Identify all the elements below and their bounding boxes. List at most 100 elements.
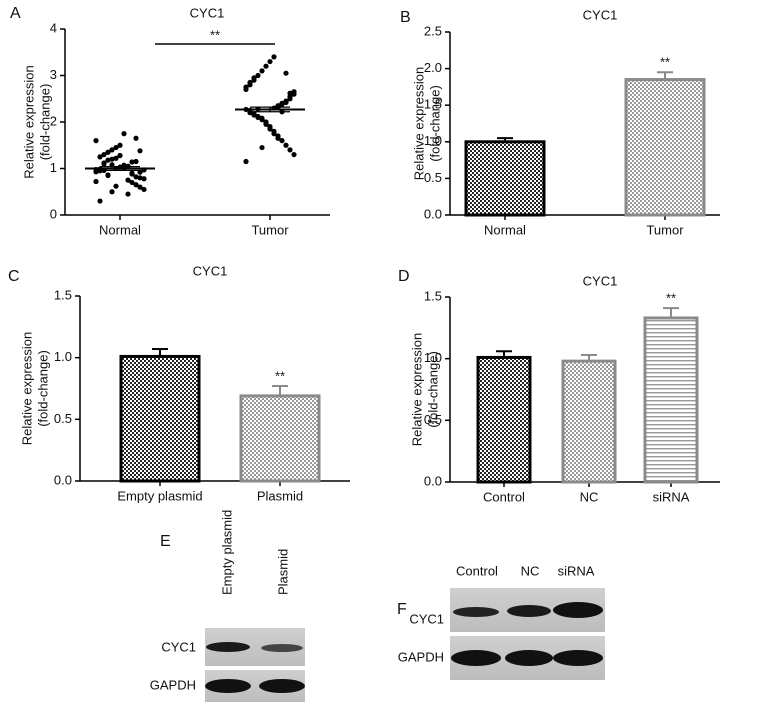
x-tick-label: Plasmid <box>257 488 303 503</box>
point <box>283 142 289 148</box>
point <box>117 152 123 159</box>
point <box>251 75 257 81</box>
chart-title: CYC1 <box>193 263 228 278</box>
y-tick-label: 1.5 <box>424 288 442 303</box>
chart-title: CYC1 <box>190 5 225 20</box>
x-tick-label: siRNA <box>653 489 690 504</box>
y-tick-label: 1.0 <box>424 133 442 148</box>
point <box>133 135 139 141</box>
row-label: GAPDH <box>150 677 196 692</box>
point <box>93 138 99 144</box>
bar <box>476 355 532 484</box>
point <box>137 184 143 190</box>
panel-label: B <box>400 9 411 26</box>
blot <box>450 588 605 680</box>
point <box>137 148 143 154</box>
lane-label: Empty plasmid <box>219 510 234 595</box>
point <box>267 58 273 65</box>
point <box>97 154 103 160</box>
point <box>109 156 115 162</box>
point <box>129 179 135 186</box>
point <box>287 90 293 96</box>
panel-label: E <box>160 533 171 550</box>
point <box>283 70 289 76</box>
point <box>243 84 249 90</box>
point <box>291 89 297 95</box>
point <box>267 126 273 132</box>
y-tick-label: 1.5 <box>54 287 72 302</box>
y-axis-label: Relative expression <box>411 67 426 180</box>
significance: ** <box>660 55 670 70</box>
lane-label: siRNA <box>558 563 595 578</box>
point <box>275 135 281 141</box>
bar <box>624 78 706 217</box>
y-axis-label: (fold-change) <box>37 84 52 161</box>
y-axis-label: (fold-change) <box>427 85 442 162</box>
point <box>93 178 99 185</box>
x-tick-label: Normal <box>99 222 141 237</box>
point <box>133 174 139 180</box>
panel-label: D <box>398 268 410 285</box>
x-tick-label: Normal <box>484 222 526 237</box>
lane-label: NC <box>521 563 540 578</box>
point <box>259 115 265 121</box>
y-tick-label: 0.5 <box>54 411 72 426</box>
y-tick-label: 0.0 <box>424 473 442 488</box>
bar <box>464 140 546 217</box>
point <box>109 189 115 195</box>
point <box>279 138 285 144</box>
y-tick-label: 0.0 <box>424 206 442 221</box>
point <box>259 68 265 74</box>
point <box>141 176 147 182</box>
x-tick-label: Tumor <box>251 222 289 237</box>
point <box>141 186 147 193</box>
chart-title: CYC1 <box>583 273 618 288</box>
point <box>105 172 111 178</box>
point <box>133 158 139 165</box>
blot <box>205 628 305 702</box>
lane-label: Plasmid <box>275 549 290 595</box>
point <box>105 149 111 155</box>
point <box>255 72 261 79</box>
y-tick-label: 1.5 <box>424 97 442 112</box>
panel-label: F <box>397 601 407 618</box>
y-tick-label: 4 <box>50 20 57 35</box>
panel-label: A <box>10 5 21 22</box>
point <box>291 151 297 158</box>
significance: ** <box>210 27 220 42</box>
y-tick-label: 2.0 <box>424 60 442 75</box>
y-axis-label: Relative expression <box>21 65 36 178</box>
point <box>133 182 139 188</box>
y-axis-label: (fold-change) <box>35 350 50 427</box>
point <box>117 142 123 148</box>
row-label: CYC1 <box>161 639 196 654</box>
point <box>247 79 253 86</box>
bar <box>561 359 617 484</box>
row-label: CYC1 <box>409 611 444 626</box>
row-label: GAPDH <box>398 649 444 664</box>
y-tick-label: 1.0 <box>424 350 442 365</box>
x-tick-label: Tumor <box>646 222 684 237</box>
bar <box>239 394 321 483</box>
point <box>129 159 135 165</box>
y-tick-label: 0.5 <box>424 412 442 427</box>
y-tick-label: 0.5 <box>424 170 442 185</box>
point <box>263 120 269 126</box>
point <box>287 147 293 153</box>
point <box>105 157 111 163</box>
point <box>113 155 119 161</box>
y-tick-label: 1.0 <box>54 349 72 364</box>
y-tick-label: 0 <box>50 206 57 221</box>
point <box>113 144 119 151</box>
point <box>93 169 99 175</box>
significance: ** <box>666 291 676 306</box>
y-tick-label: 3 <box>50 67 57 82</box>
point <box>283 99 289 106</box>
significance: ** <box>275 368 285 383</box>
point <box>121 131 127 137</box>
point <box>125 191 131 197</box>
point <box>255 113 261 120</box>
point <box>263 63 269 69</box>
point <box>271 131 277 137</box>
